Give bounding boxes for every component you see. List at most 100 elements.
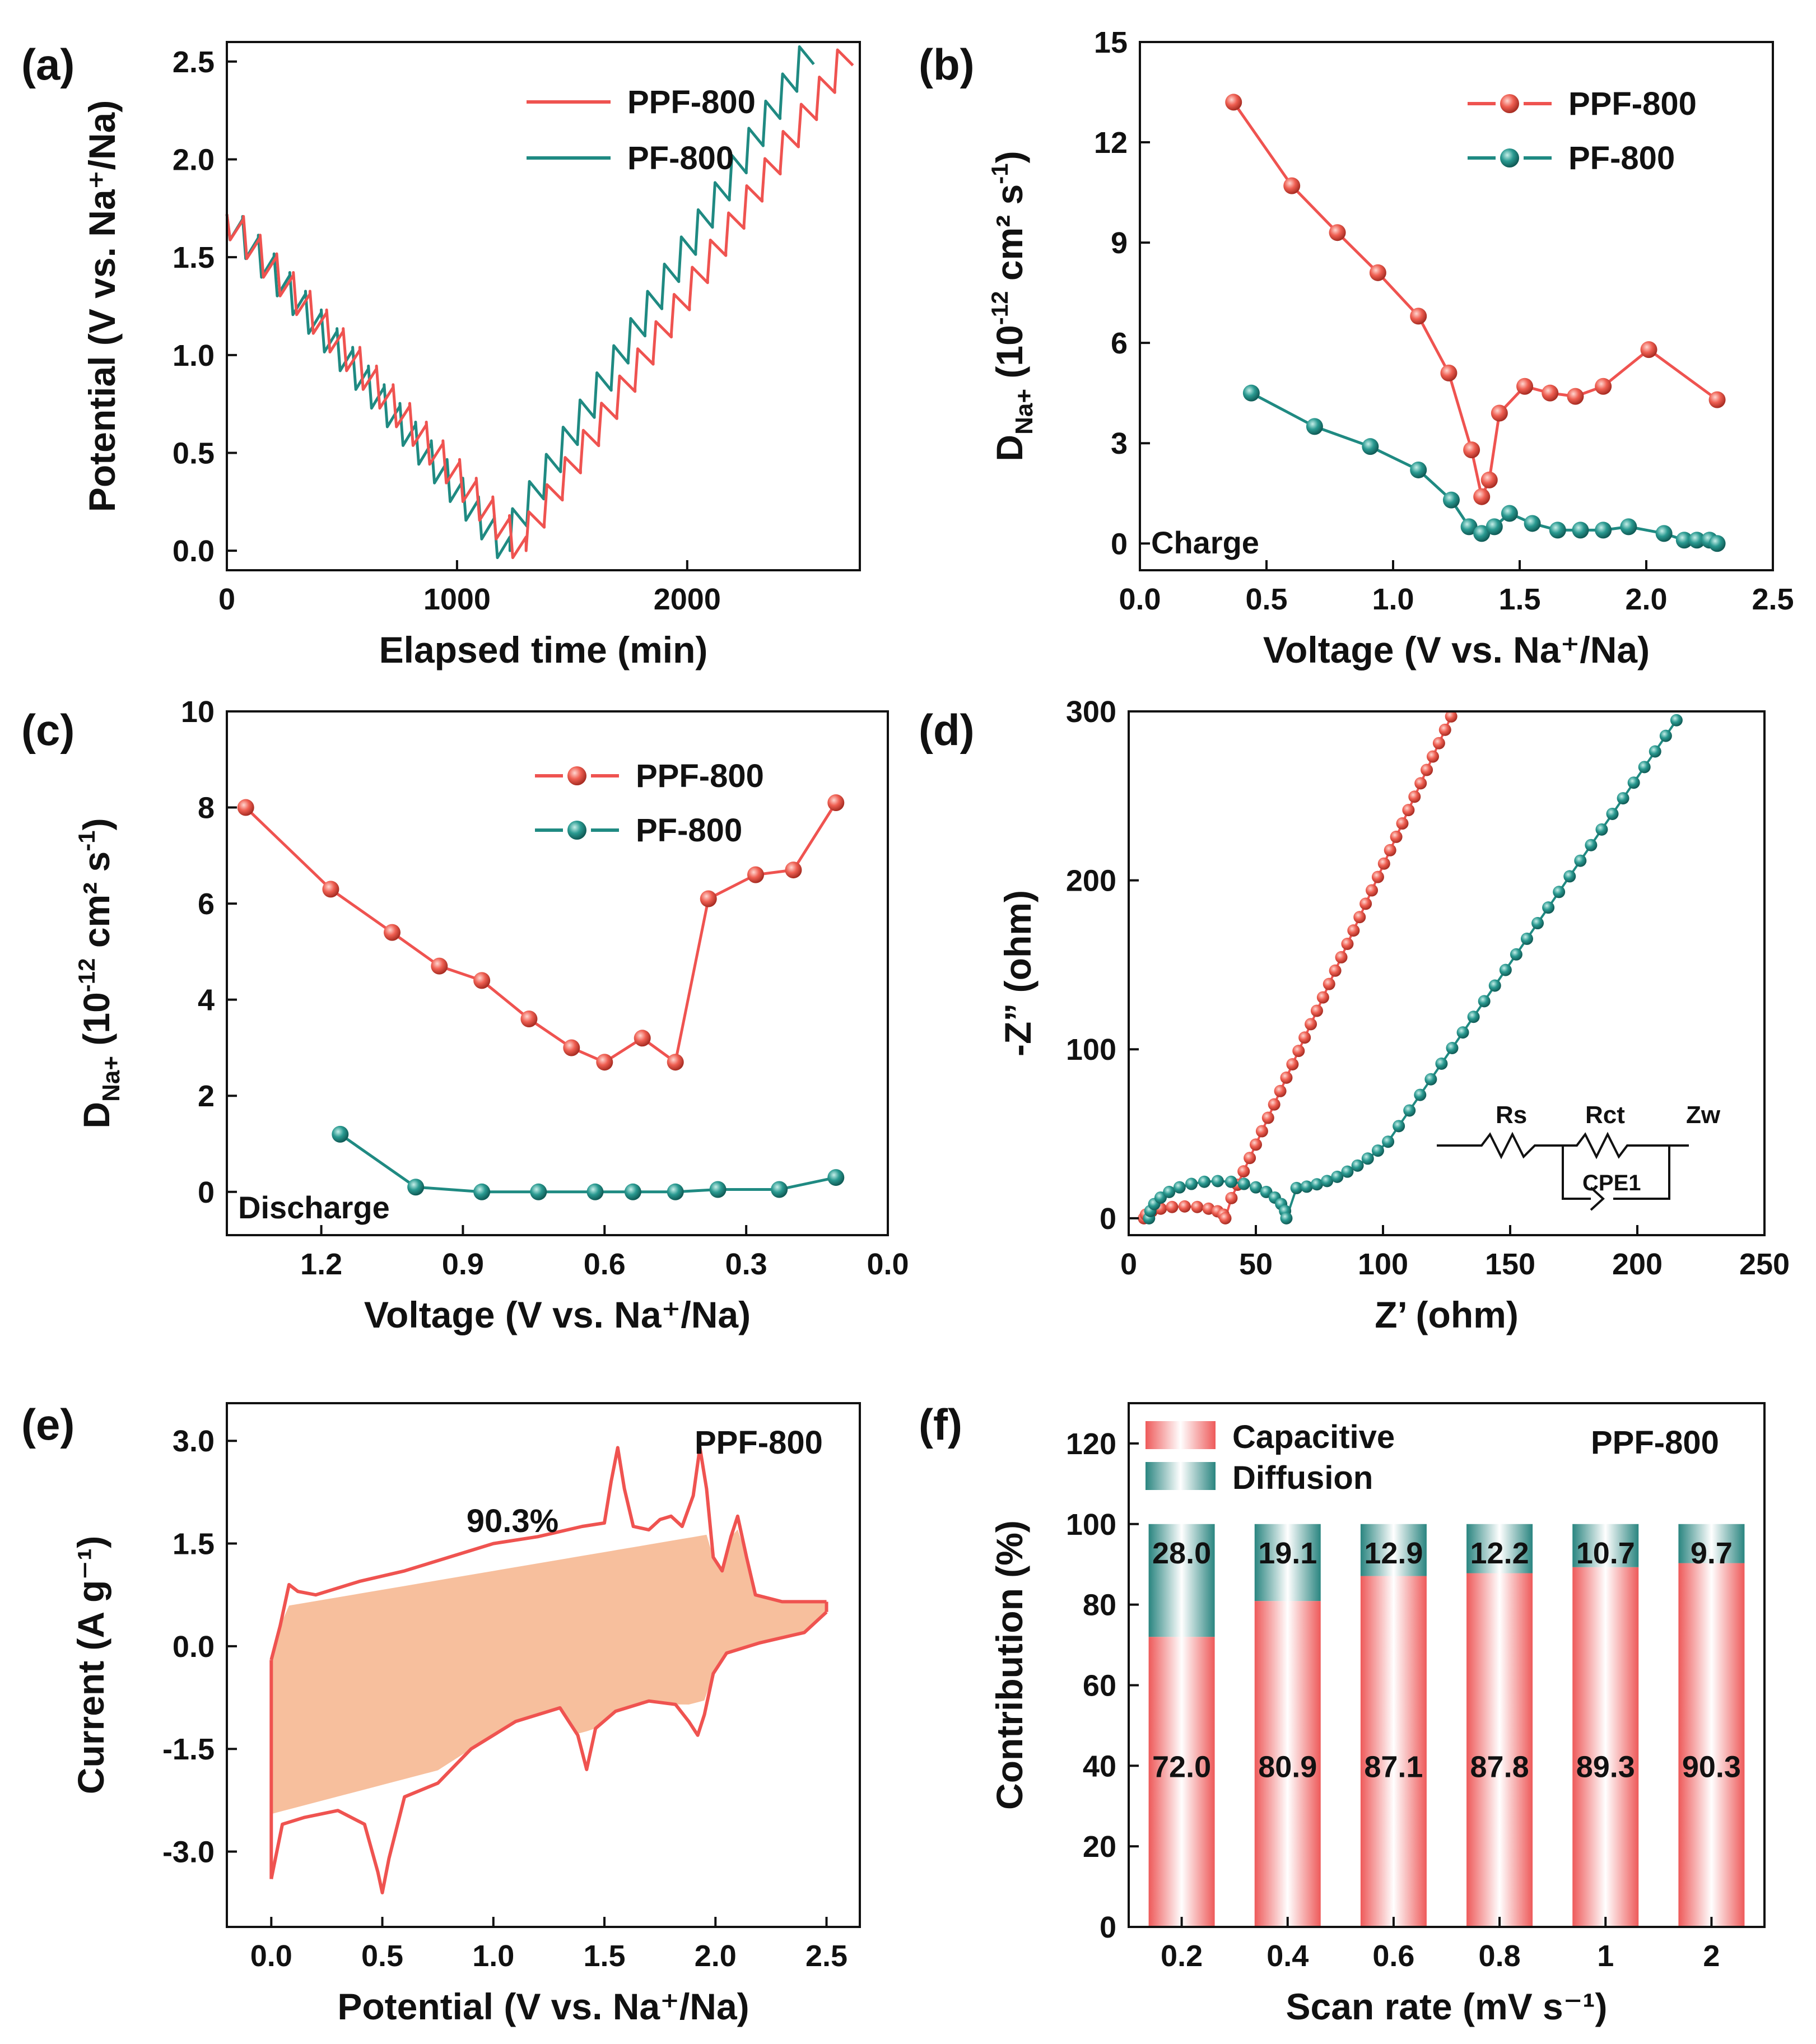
- data-point: [1280, 1212, 1293, 1224]
- x-tick-label: 0.2: [1161, 1939, 1203, 1973]
- series-line-ppf-800: [1143, 716, 1452, 1219]
- data-point: [1329, 964, 1342, 977]
- x-tick-label: 0.6: [1372, 1939, 1414, 1973]
- legend-label: PF-800: [636, 812, 742, 849]
- x-tick-label: 0.3: [725, 1247, 767, 1281]
- data-point: [1640, 341, 1657, 358]
- data-point: [771, 1181, 788, 1198]
- bar-label-diffusion: 12.2: [1470, 1537, 1529, 1570]
- legend-label: PF-800: [627, 140, 734, 176]
- bar-label-diffusion: 19.1: [1258, 1537, 1317, 1570]
- panel-e: (e) 0.0 0.5 1.0 1.5 2.0 2.5 -3.0 -1.5 0.0 1.5 3.0 Po…: [21, 1400, 861, 2027]
- x-axis-label: Potential (V vs. Na⁺/Na): [337, 1986, 749, 2027]
- data-point: [1442, 491, 1460, 509]
- data-point: [785, 862, 802, 879]
- equivalent-circuit: [1437, 1132, 1689, 1211]
- y-tick-label: 3: [1111, 427, 1128, 460]
- legend-label: Capacitive: [1232, 1419, 1395, 1455]
- legend-label: Diffusion: [1232, 1460, 1373, 1496]
- data-point: [1421, 763, 1433, 776]
- y-label-part: -1: [73, 830, 100, 851]
- data-point: [1382, 1135, 1395, 1148]
- data-point: [1268, 1098, 1280, 1111]
- x-tick-label: 0.0: [250, 1939, 292, 1973]
- y-tick-label: 0.0: [173, 1630, 215, 1664]
- data-point: [1298, 1031, 1311, 1044]
- data-point: [407, 1179, 425, 1196]
- resistor-rct: [1563, 1132, 1669, 1160]
- data-point: [1595, 823, 1608, 836]
- data-point: [700, 890, 717, 907]
- data-point: [1185, 1177, 1198, 1190]
- data-point: [1542, 384, 1559, 402]
- data-point: [1274, 1084, 1287, 1097]
- y-tick-label: 300: [1066, 695, 1116, 729]
- x-tick-label: 2: [1703, 1939, 1720, 1973]
- data-point: [384, 924, 401, 941]
- cpe-element: [1590, 1186, 1605, 1211]
- x-tick-label: 0.6: [584, 1247, 626, 1281]
- panel-a: (a) 0 1000 2000 0.0 0.5 1.0 1.5 2.0 2.5 Elapsed ti…: [21, 40, 861, 671]
- data-point: [473, 972, 491, 989]
- bar-diffusion: [1572, 1524, 1639, 1567]
- data-point: [827, 794, 845, 811]
- x-tick-label: 100: [1358, 1247, 1408, 1281]
- data-point: [1516, 378, 1534, 395]
- data-point: [596, 1054, 613, 1071]
- data-point: [667, 1183, 684, 1200]
- data-point: [1225, 94, 1242, 111]
- data-point: [1244, 1152, 1256, 1165]
- circuit-label-rct: Rct: [1585, 1101, 1625, 1129]
- data-point: [667, 1054, 684, 1071]
- panel-letter: (b): [919, 40, 975, 89]
- data-point: [827, 1169, 845, 1186]
- circuit-label-zw: Zw: [1686, 1101, 1721, 1129]
- data-point: [1567, 388, 1584, 405]
- data-point: [1542, 901, 1555, 914]
- data-point: [1606, 807, 1619, 820]
- y-tick-label: 1.5: [173, 1528, 215, 1561]
- x-tick-label: 0.5: [1245, 583, 1287, 616]
- data-point: [1224, 1175, 1237, 1188]
- y-tick-label: 0: [1100, 1911, 1116, 1944]
- data-point: [1290, 1181, 1303, 1194]
- data-point: [1191, 1200, 1204, 1213]
- panel-d: (d) 0 50 100 150 200 250 0 100 200 300 Z’ (ohm) -Z” …: [919, 695, 1790, 1335]
- x-tick-label: 0.0: [1119, 583, 1161, 616]
- data-point: [1456, 1026, 1469, 1039]
- data-point: [1438, 723, 1451, 736]
- bar-diffusion: [1148, 1524, 1215, 1637]
- data-point: [1675, 532, 1693, 549]
- data-point: [237, 799, 254, 816]
- cpe-wire-left: [1562, 1146, 1591, 1200]
- data-point: [1359, 897, 1372, 910]
- x-tick-label: 250: [1739, 1247, 1790, 1281]
- data-point: [1335, 951, 1348, 963]
- panel-letter: (a): [21, 40, 74, 89]
- y-tick-label: -1.5: [162, 1733, 215, 1766]
- bar-capacitive: [1148, 1637, 1215, 1927]
- data-point: [1446, 1041, 1459, 1054]
- panel-letter: (e): [21, 1400, 74, 1449]
- data-point: [1445, 711, 1458, 723]
- data-point: [1688, 532, 1706, 549]
- data-point: [1166, 1200, 1179, 1213]
- data-point: [1531, 917, 1544, 930]
- x-tick-label: 0.8: [1479, 1939, 1521, 1973]
- x-tick-label: 1.5: [1498, 583, 1540, 616]
- data-point: [1300, 1180, 1313, 1193]
- data-point: [1390, 830, 1403, 843]
- data-point: [1410, 308, 1427, 325]
- y-tick-label: 6: [198, 887, 215, 921]
- legend-label: PPF-800: [636, 758, 764, 794]
- data-point: [1620, 518, 1637, 536]
- data-point: [1595, 522, 1612, 539]
- legend-marker: [1500, 94, 1519, 113]
- legend-marker: [567, 766, 586, 785]
- data-point: [1478, 995, 1491, 1008]
- axes-frame: [1128, 1402, 1766, 1928]
- data-point: [1225, 1191, 1238, 1204]
- y-tick-label: 3.0: [173, 1424, 215, 1458]
- y-tick-label: 200: [1066, 864, 1116, 898]
- y-label-part: -12: [73, 958, 100, 993]
